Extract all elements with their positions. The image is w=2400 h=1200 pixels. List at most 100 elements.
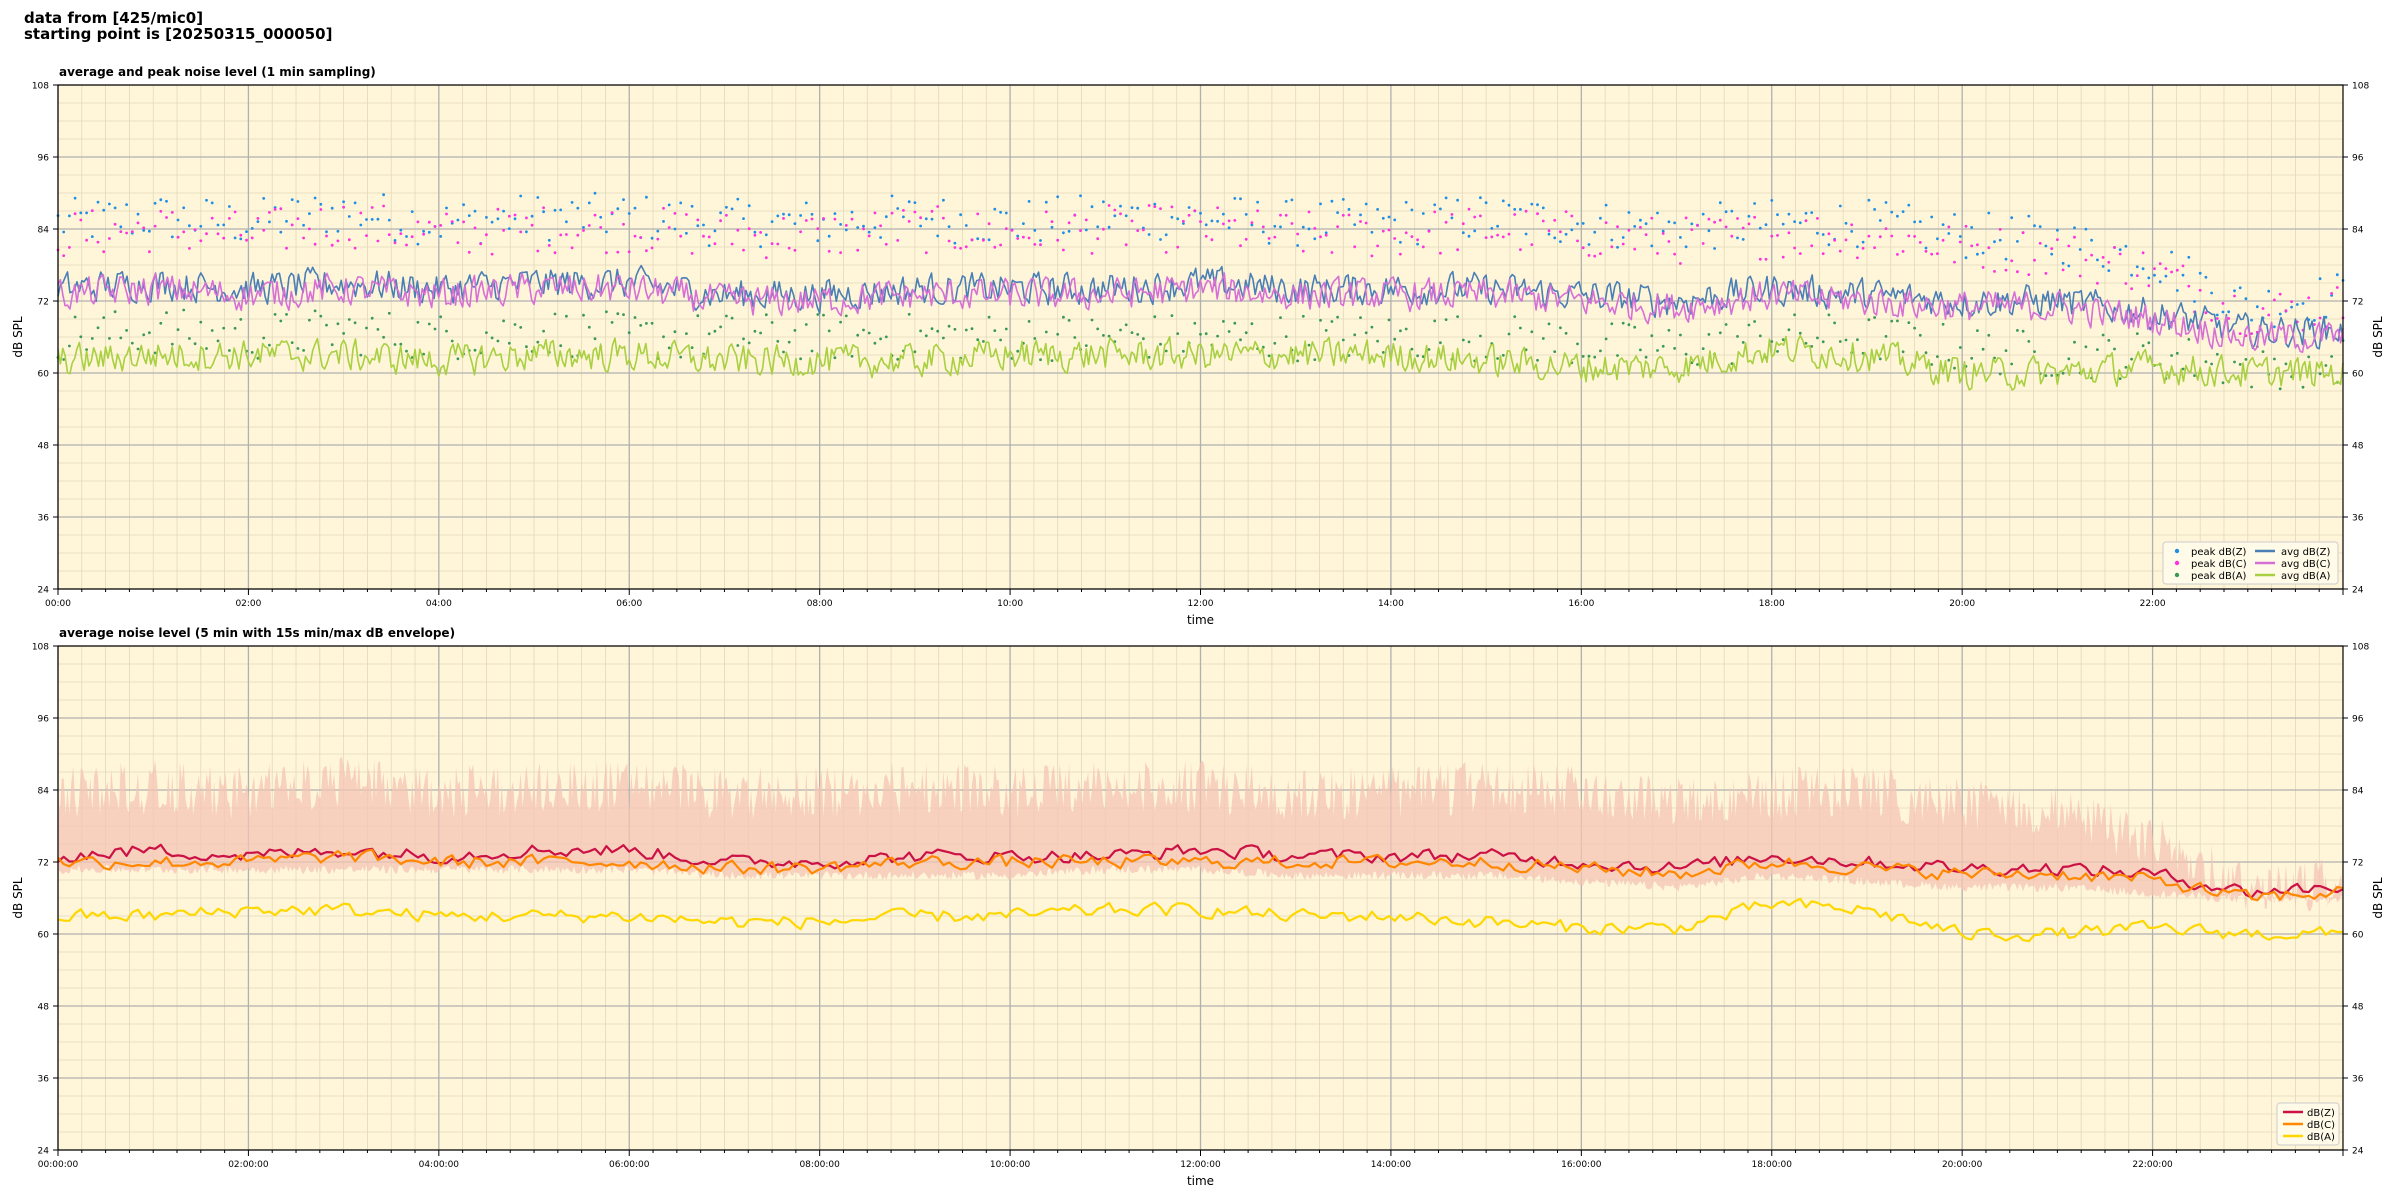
peak-point	[353, 321, 357, 325]
peak-point	[707, 235, 711, 239]
peak-point	[782, 217, 785, 220]
peak-point	[496, 339, 500, 343]
peak-point	[1947, 358, 1951, 362]
peak-point	[770, 220, 774, 224]
peak-point	[2084, 227, 2088, 231]
peak-point	[1610, 322, 1614, 326]
peak-point	[1758, 334, 1762, 338]
peak-point	[153, 351, 157, 355]
peak-point	[2107, 260, 2111, 264]
x-tick-label: 04:00:00	[419, 1160, 460, 1170]
peak-point	[1324, 231, 1328, 235]
peak-point	[1050, 359, 1054, 362]
peak-point	[256, 356, 260, 360]
peak-point	[799, 214, 802, 217]
peak-point	[696, 224, 700, 228]
peak-point	[210, 329, 214, 332]
peak-point	[890, 211, 894, 215]
peak-point	[2335, 286, 2339, 289]
legend-marker	[2174, 560, 2180, 566]
peak-point	[1821, 252, 1825, 256]
peak-point	[2227, 317, 2231, 320]
x-tick-label: 04:00	[426, 599, 452, 609]
peak-point	[930, 209, 934, 213]
peak-point	[1364, 221, 1368, 225]
peak-point	[844, 228, 848, 232]
peak-point	[1427, 229, 1431, 233]
peak-point	[1753, 202, 1756, 205]
peak-point	[2227, 310, 2231, 314]
peak-point	[959, 246, 962, 250]
peak-point	[1724, 210, 1728, 214]
peak-point	[496, 217, 500, 221]
peak-point	[330, 243, 334, 247]
peak-point	[1827, 313, 1831, 317]
peak-point	[1644, 355, 1648, 359]
peak-point	[685, 332, 688, 335]
peak-point	[2010, 259, 2014, 263]
peak-point	[764, 313, 768, 317]
peak-point	[1918, 220, 1922, 224]
peak-point	[2078, 274, 2082, 278]
peak-point	[370, 206, 374, 209]
peak-point	[1918, 241, 1922, 244]
peak-point	[930, 327, 934, 331]
peak-point	[1564, 210, 1568, 214]
peak-point	[1404, 200, 1408, 204]
peak-point	[319, 202, 323, 206]
peak-point	[2261, 350, 2265, 353]
peak-point	[953, 327, 957, 331]
peak-point	[2118, 248, 2122, 252]
peak-point	[930, 217, 934, 221]
peak-point	[1816, 217, 1819, 220]
peak-point	[662, 206, 665, 210]
peak-point	[759, 245, 762, 249]
y-tick-label: 96	[38, 715, 50, 725]
peak-point	[2307, 355, 2311, 359]
peak-point	[2033, 224, 2036, 228]
peak-point	[1878, 219, 1882, 222]
peak-point	[1359, 213, 1362, 217]
peak-point	[1393, 218, 1397, 222]
peak-point	[873, 226, 877, 230]
peak-point	[1222, 212, 1225, 216]
peak-point	[393, 241, 397, 245]
peak-point	[462, 220, 465, 224]
peak-point	[439, 224, 443, 227]
peak-point	[2073, 235, 2076, 239]
peak-point	[1227, 226, 1231, 230]
peak-point	[547, 244, 551, 247]
peak-point	[1062, 315, 1065, 319]
peak-point	[153, 224, 157, 228]
peak-point	[1410, 235, 1414, 239]
peak-point	[2153, 267, 2156, 270]
peak-point	[2061, 261, 2065, 265]
peak-point	[587, 201, 591, 205]
peak-point	[559, 208, 563, 212]
peak-point	[422, 232, 425, 236]
peak-point	[1216, 206, 1219, 210]
peak-point	[1701, 242, 1705, 245]
peak-point	[1416, 238, 1419, 242]
peak-point	[1776, 213, 1779, 217]
peak-point	[239, 318, 243, 321]
peak-point	[1701, 347, 1705, 350]
peak-point	[513, 213, 517, 217]
peak-point	[433, 327, 437, 331]
peak-point	[827, 234, 831, 238]
peak-point	[2016, 240, 2019, 243]
peak-point	[1524, 209, 1528, 213]
peak-point	[576, 206, 580, 210]
peak-point	[1107, 334, 1111, 338]
peak-point	[359, 211, 363, 215]
peak-point	[90, 209, 94, 213]
peak-point	[685, 213, 688, 216]
peak-point	[2061, 371, 2065, 375]
peak-point	[1513, 207, 1517, 211]
peak-point	[1022, 235, 1025, 239]
peak-point	[947, 239, 951, 243]
peak-point	[1930, 215, 1934, 219]
peak-point	[1798, 252, 1802, 256]
peak-point	[970, 327, 974, 331]
peak-point	[2233, 289, 2236, 293]
